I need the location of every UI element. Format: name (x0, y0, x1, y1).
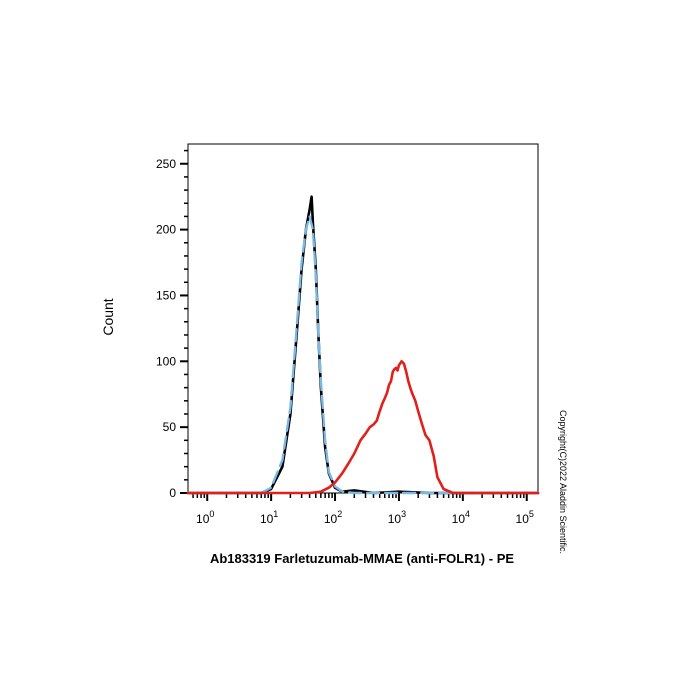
y-tick-label: 250 (156, 157, 176, 171)
y-axis: 0 50 100 150 200 250 (156, 149, 188, 500)
plot-area (187, 143, 539, 494)
copyright-text: Copyright(C)2022 Aladdin Scientific. (558, 410, 568, 554)
series-line-1 (186, 195, 540, 495)
x-tick-label: 100 (196, 509, 214, 526)
series-layer (186, 195, 540, 495)
series-line-3 (186, 360, 540, 495)
x-axis-title: Ab183319 Farletuzumab-MMAE (anti-FOLR1) … (210, 551, 514, 566)
y-axis-title: Count (100, 298, 116, 335)
y-tick-label: 100 (156, 354, 176, 368)
y-tick-label: 50 (163, 420, 177, 434)
plot-frame (187, 143, 539, 494)
x-tick-label: 104 (452, 509, 470, 526)
x-tick-label: 105 (516, 509, 534, 526)
y-tick-label: 0 (169, 486, 176, 500)
x-axis: 100 101 102 103 104 105 (192, 493, 534, 526)
x-tick-label: 101 (260, 509, 278, 526)
y-tick-label: 200 (156, 223, 176, 237)
x-tick-label: 102 (324, 509, 342, 526)
series-line-2 (186, 215, 540, 495)
y-tick-label: 150 (156, 288, 176, 302)
x-tick-label: 103 (388, 509, 406, 526)
